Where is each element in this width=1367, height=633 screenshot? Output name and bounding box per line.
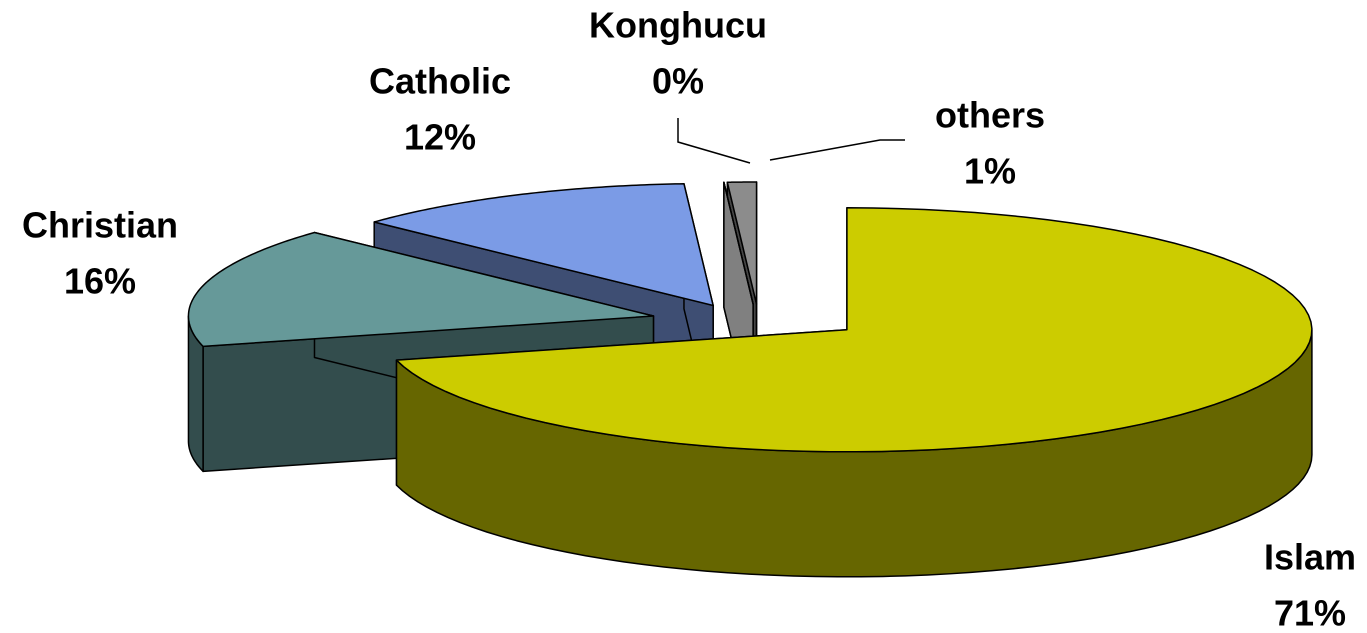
slice-top: [395, 207, 1313, 453]
value-label: 16%: [64, 261, 136, 302]
leader-line: [677, 118, 751, 164]
value-label: 12%: [404, 117, 476, 158]
slice-label: others: [935, 95, 1045, 136]
slice-top: [373, 183, 714, 307]
leader-line: [769, 139, 905, 161]
value-label: 1%: [964, 151, 1016, 192]
slice-top: [723, 181, 754, 305]
slice: [395, 207, 1313, 578]
slice-top: [187, 231, 655, 348]
slice-label: Catholic: [369, 61, 511, 102]
slice-label: Islam: [1264, 537, 1356, 578]
value-label: 0%: [652, 61, 704, 102]
slice-label: Konghucu: [589, 5, 767, 46]
slice-label: Christian: [22, 205, 178, 246]
value-label: 71%: [1274, 593, 1346, 633]
slice-top: [726, 181, 758, 305]
